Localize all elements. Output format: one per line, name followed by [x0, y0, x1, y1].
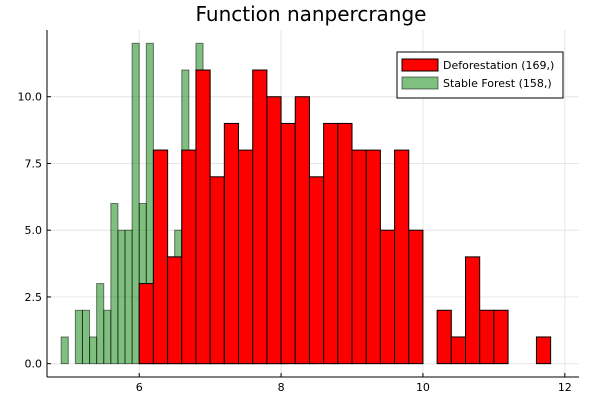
y-tick-label: 2.5	[25, 291, 43, 304]
bar-deforestation	[450, 336, 467, 365]
bar-deforestation	[195, 69, 211, 365]
bar-stable-forest	[96, 283, 105, 365]
legend-label-stable-forest: Stable Forest (158,)	[443, 77, 552, 90]
bar-deforestation	[436, 309, 452, 365]
y-tick-label: 5.0	[25, 224, 43, 237]
bar-stable-forest	[110, 203, 119, 365]
bar-deforestation	[308, 176, 325, 365]
x-tick-label: 8	[278, 381, 285, 394]
legend-swatch-stable-forest	[401, 76, 439, 90]
bar-deforestation	[379, 229, 396, 365]
bar-stable-forest	[117, 229, 126, 365]
bar-stable-forest	[81, 309, 91, 365]
tick-layer: 6 8 10 12 0.0 2.5 5.0 7.5 10.0	[18, 91, 572, 394]
x-tick-label: 6	[136, 381, 143, 394]
chart-title: Function nanpercrange	[196, 2, 427, 26]
bar-deforestation	[408, 229, 424, 365]
y-tick-label: 10.0	[18, 91, 43, 104]
x-tick-label: 10	[416, 381, 430, 394]
bar-deforestation	[167, 256, 183, 365]
bar-deforestation	[365, 149, 381, 365]
bar-deforestation	[479, 309, 495, 365]
bar-deforestation	[337, 122, 353, 365]
bar-stable-forest	[74, 309, 83, 365]
legend: Deforestation (169,) Stable Forest (158,…	[396, 51, 564, 99]
legend-swatch-deforestation	[401, 58, 439, 72]
bar-deforestation	[152, 149, 169, 365]
bar-deforestation	[394, 149, 410, 365]
y-tick-label: 7.5	[25, 157, 43, 170]
bar-deforestation	[181, 149, 197, 365]
bar-deforestation	[493, 309, 509, 365]
bar-deforestation	[294, 96, 310, 365]
bar-deforestation	[465, 256, 481, 365]
bar-stable-forest	[60, 336, 69, 365]
bar-deforestation	[266, 96, 282, 365]
bar-deforestation	[252, 69, 268, 365]
bar-deforestation	[535, 336, 552, 365]
bar-deforestation	[209, 176, 225, 365]
bar-stable-forest	[124, 229, 133, 365]
bar-deforestation	[238, 149, 254, 365]
y-tick-label: 0.0	[25, 358, 43, 371]
legend-label-deforestation: Deforestation (169,)	[443, 59, 554, 72]
deforestation-bars	[138, 69, 552, 365]
bar-deforestation	[351, 149, 367, 365]
bar-deforestation	[280, 122, 296, 365]
bar-deforestation	[223, 122, 240, 365]
bar-deforestation	[138, 283, 154, 365]
bar-stable-forest	[103, 309, 112, 365]
x-tick-label: 12	[558, 381, 572, 394]
bar-stable-forest	[131, 42, 140, 365]
bar-stable-forest	[89, 336, 98, 365]
bar-deforestation	[323, 122, 339, 365]
